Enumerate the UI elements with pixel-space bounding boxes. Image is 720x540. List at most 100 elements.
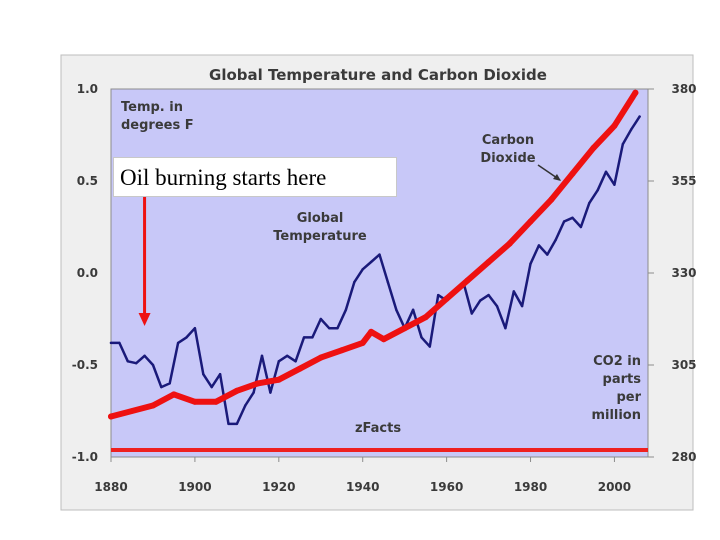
temperature-point [579,225,583,229]
right-axis-label-line: parts [603,372,642,387]
co2-point [317,354,324,361]
chart-title: Global Temperature and Carbon Dioxide [209,66,547,84]
co2-point [401,325,408,332]
co2-label-pointer-head [553,174,561,181]
temperature-point [613,183,616,186]
temperature-point [479,299,482,302]
temperature-point [176,341,180,345]
co2-point [296,365,303,372]
co2-point [485,259,492,265]
temperature-point [319,317,322,321]
temperature-point [168,382,171,385]
temperature-point [554,238,557,242]
co2-point [611,122,618,129]
co2-point [632,89,639,96]
temperature-point [286,354,289,357]
right-axis-label: CO2 in parts per million [591,354,641,423]
co2-point [338,347,345,354]
co2-point [464,277,471,284]
temperature-point [428,345,431,348]
temperature-point [621,143,624,146]
temperature-point [487,293,490,297]
x-tick-label: 1940 [346,480,379,494]
temperature-point [495,304,499,308]
temperature-point [126,360,129,363]
left-axis-label: Temp. in degrees F [121,100,194,133]
temperature-point [344,308,348,311]
temperature-series-label: Global [297,211,344,226]
temperature-point [571,216,574,219]
co2-point [212,398,219,405]
temperature-point [361,268,364,271]
temperature-point [277,360,280,363]
series-layer [108,89,641,426]
temperature-point [546,253,549,256]
temperature-point [378,253,381,256]
co2-point [422,314,429,321]
co2-series-line [108,89,639,420]
temperature-series-label: Temperature [273,229,367,244]
co2-point [569,170,576,177]
series-labels: Global Temperature Carbon Dioxide [273,133,536,244]
temperature-point [294,360,297,363]
temperature-point [537,244,541,247]
right-tick-label: 355 [671,174,696,188]
right-axis-label-line: million [591,408,641,423]
right-axis-ticks: 380 355 330 305 280 [648,82,697,464]
x-tick-label: 2000 [598,480,631,494]
co2-point [170,391,177,398]
temperature-point [588,201,591,205]
temperature-point [151,363,155,367]
right-tick-label: 380 [671,82,696,96]
temperature-point [512,290,515,293]
temperature-point [260,354,264,357]
temperature-point [604,170,608,173]
x-tick-label: 1920 [262,480,295,494]
plot-area [110,88,649,458]
temperature-point [420,336,423,339]
temperature-point [353,281,356,284]
temperature-point [118,341,121,345]
temperature-point [210,385,213,389]
temperature-point [395,308,398,311]
temperature-point [638,115,641,118]
temperature-point [386,281,390,284]
temperature-point [244,404,247,407]
temperature-point [160,385,163,389]
temperature-point [596,189,599,192]
temperature-point [630,128,633,131]
left-tick-label: -1.0 [72,450,98,464]
temperature-point [470,312,473,315]
temperature-point [336,327,339,330]
x-tick-label: 1880 [94,480,127,494]
temperature-point [235,422,239,426]
temperature-point [143,354,146,357]
temperature-point [227,422,230,426]
temperature-point [520,304,524,308]
temperature-point [369,260,373,264]
co2-point [359,339,366,346]
temperature-point [193,327,197,330]
temperature-point [529,262,532,265]
co2-series-label: Carbon [482,133,534,148]
left-axis-ticks: 1.0 0.5 0.0 -0.5 -1.0 [72,82,98,464]
right-tick-label: 280 [671,450,696,464]
co2-point [380,336,387,343]
x-tick-label: 1900 [178,480,211,494]
temperature-point [269,391,272,394]
temperature-point [109,341,113,345]
x-axis-ticks: 1880 1900 1920 1940 1960 1980 2000 [94,457,631,494]
x-tick-label: 1980 [514,480,547,494]
temperature-point [437,293,440,297]
co2-point [506,240,513,247]
left-tick-label: 0.0 [77,266,98,280]
co2-point [108,413,114,420]
co2-point [368,328,375,335]
co2-point [150,402,156,409]
right-tick-label: 305 [671,358,696,372]
co2-point [548,196,555,203]
left-tick-label: -0.5 [72,358,98,372]
temperature-point [311,336,314,339]
